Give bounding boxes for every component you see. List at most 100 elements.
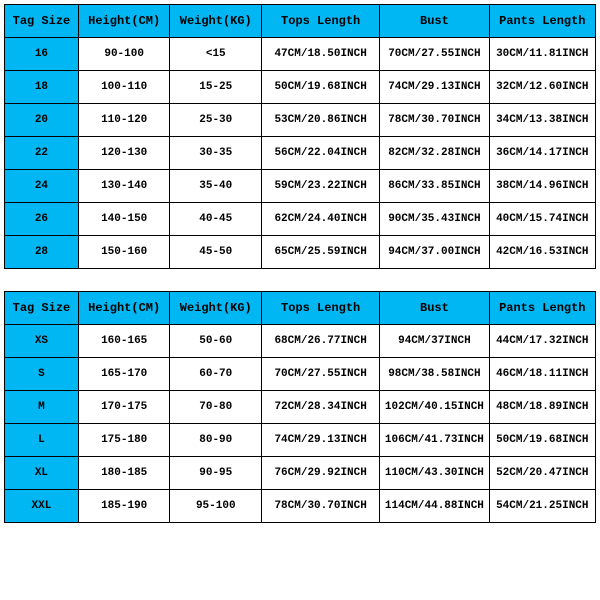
table-row: S165-17060-7070CM/27.55INCH98CM/38.58INC… — [5, 358, 596, 391]
size-cell: 28 — [5, 236, 79, 269]
data-cell: 68CM/26.77INCH — [262, 325, 380, 358]
data-cell: 70CM/27.55INCH — [262, 358, 380, 391]
table-row: 20110-12025-3053CM/20.86INCH78CM/30.70IN… — [5, 104, 596, 137]
table-body-kids: 1690-100<1547CM/18.50INCH70CM/27.55INCH3… — [5, 38, 596, 269]
size-cell: 16 — [5, 38, 79, 71]
size-cell: S — [5, 358, 79, 391]
col-header: Tag Size — [5, 5, 79, 38]
data-cell: 82CM/32.28INCH — [380, 137, 489, 170]
data-cell: 56CM/22.04INCH — [262, 137, 380, 170]
table-row: 1690-100<1547CM/18.50INCH70CM/27.55INCH3… — [5, 38, 596, 71]
data-cell: 140-150 — [78, 203, 170, 236]
data-cell: 106CM/41.73INCH — [380, 424, 489, 457]
data-cell: 114CM/44.88INCH — [380, 490, 489, 523]
data-cell: 35-40 — [170, 170, 262, 203]
data-cell: 110-120 — [78, 104, 170, 137]
data-cell: 59CM/23.22INCH — [262, 170, 380, 203]
data-cell: 38CM/14.96INCH — [489, 170, 595, 203]
col-header: Tops Length — [262, 292, 380, 325]
data-cell: 50CM/19.68INCH — [262, 71, 380, 104]
table-header-row: Tag Size Height(CM) Weight(KG) Tops Leng… — [5, 292, 596, 325]
size-chart-container: Tag Size Height(CM) Weight(KG) Tops Leng… — [0, 0, 600, 527]
data-cell: 94CM/37INCH — [380, 325, 489, 358]
data-cell: 36CM/14.17INCH — [489, 137, 595, 170]
data-cell: 165-170 — [78, 358, 170, 391]
data-cell: 110CM/43.30INCH — [380, 457, 489, 490]
data-cell: 90-95 — [170, 457, 262, 490]
data-cell: 32CM/12.60INCH — [489, 71, 595, 104]
data-cell: 80-90 — [170, 424, 262, 457]
data-cell: 78CM/30.70INCH — [262, 490, 380, 523]
data-cell: 74CM/29.13INCH — [262, 424, 380, 457]
size-cell: 22 — [5, 137, 79, 170]
col-header: Pants Length — [489, 292, 595, 325]
table-header-row: Tag Size Height(CM) Weight(KG) Tops Leng… — [5, 5, 596, 38]
col-header: Tag Size — [5, 292, 79, 325]
data-cell: 180-185 — [78, 457, 170, 490]
data-cell: 70CM/27.55INCH — [380, 38, 489, 71]
size-table-kids: Tag Size Height(CM) Weight(KG) Tops Leng… — [4, 4, 596, 269]
data-cell: 30CM/11.81INCH — [489, 38, 595, 71]
col-header: Bust — [380, 5, 489, 38]
size-cell: 20 — [5, 104, 79, 137]
data-cell: 25-30 — [170, 104, 262, 137]
table-row: XL180-18590-9576CM/29.92INCH110CM/43.30I… — [5, 457, 596, 490]
data-cell: 34CM/13.38INCH — [489, 104, 595, 137]
data-cell: 52CM/20.47INCH — [489, 457, 595, 490]
table-row: 24130-14035-4059CM/23.22INCH86CM/33.85IN… — [5, 170, 596, 203]
data-cell: 48CM/18.89INCH — [489, 391, 595, 424]
data-cell: 70-80 — [170, 391, 262, 424]
data-cell: 102CM/40.15INCH — [380, 391, 489, 424]
data-cell: 50CM/19.68INCH — [489, 424, 595, 457]
data-cell: 95-100 — [170, 490, 262, 523]
size-cell: XL — [5, 457, 79, 490]
data-cell: 30-35 — [170, 137, 262, 170]
data-cell: 44CM/17.32INCH — [489, 325, 595, 358]
data-cell: 74CM/29.13INCH — [380, 71, 489, 104]
col-header: Weight(KG) — [170, 292, 262, 325]
data-cell: 90-100 — [78, 38, 170, 71]
data-cell: 62CM/24.40INCH — [262, 203, 380, 236]
table-row: XXL185-19095-10078CM/30.70INCH114CM/44.8… — [5, 490, 596, 523]
data-cell: 120-130 — [78, 137, 170, 170]
table-row: M170-17570-8072CM/28.34INCH102CM/40.15IN… — [5, 391, 596, 424]
data-cell: 76CM/29.92INCH — [262, 457, 380, 490]
data-cell: 72CM/28.34INCH — [262, 391, 380, 424]
table-gap — [4, 269, 596, 291]
data-cell: 53CM/20.86INCH — [262, 104, 380, 137]
table-row: 18100-11015-2550CM/19.68INCH74CM/29.13IN… — [5, 71, 596, 104]
col-header: Height(CM) — [78, 5, 170, 38]
data-cell: 90CM/35.43INCH — [380, 203, 489, 236]
size-table-adults: Tag Size Height(CM) Weight(KG) Tops Leng… — [4, 291, 596, 523]
data-cell: 160-165 — [78, 325, 170, 358]
data-cell: 98CM/38.58INCH — [380, 358, 489, 391]
data-cell: 60-70 — [170, 358, 262, 391]
data-cell: 78CM/30.70INCH — [380, 104, 489, 137]
data-cell: 100-110 — [78, 71, 170, 104]
data-cell: 40CM/15.74INCH — [489, 203, 595, 236]
size-cell: 18 — [5, 71, 79, 104]
col-header: Tops Length — [262, 5, 380, 38]
data-cell: 15-25 — [170, 71, 262, 104]
size-cell: L — [5, 424, 79, 457]
data-cell: 45-50 — [170, 236, 262, 269]
col-header: Weight(KG) — [170, 5, 262, 38]
size-cell: 26 — [5, 203, 79, 236]
col-header: Height(CM) — [78, 292, 170, 325]
data-cell: 150-160 — [78, 236, 170, 269]
data-cell: 170-175 — [78, 391, 170, 424]
data-cell: 65CM/25.59INCH — [262, 236, 380, 269]
data-cell: 47CM/18.50INCH — [262, 38, 380, 71]
table-row: 26140-15040-4562CM/24.40INCH90CM/35.43IN… — [5, 203, 596, 236]
data-cell: 130-140 — [78, 170, 170, 203]
size-cell: XXL — [5, 490, 79, 523]
data-cell: 94CM/37.00INCH — [380, 236, 489, 269]
data-cell: 86CM/33.85INCH — [380, 170, 489, 203]
data-cell: 54CM/21.25INCH — [489, 490, 595, 523]
data-cell: 185-190 — [78, 490, 170, 523]
data-cell: 40-45 — [170, 203, 262, 236]
data-cell: 50-60 — [170, 325, 262, 358]
table-row: L175-18080-9074CM/29.13INCH106CM/41.73IN… — [5, 424, 596, 457]
table-row: 28150-16045-5065CM/25.59INCH94CM/37.00IN… — [5, 236, 596, 269]
table-row: 22120-13030-3556CM/22.04INCH82CM/32.28IN… — [5, 137, 596, 170]
